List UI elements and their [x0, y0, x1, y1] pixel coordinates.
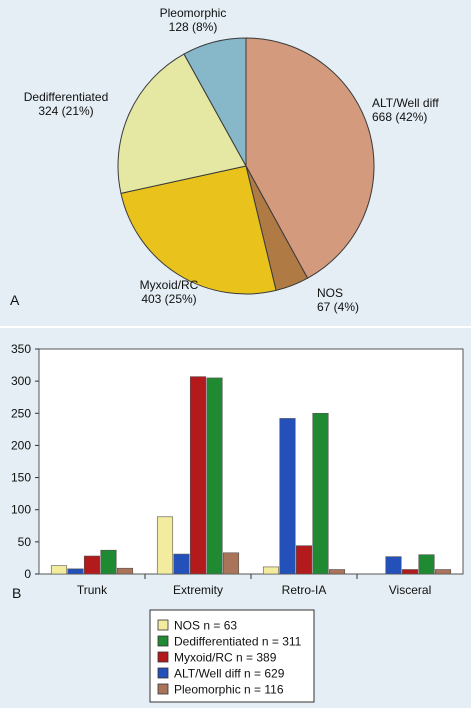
pie-value-myxoid-rc: 403 (25%): [141, 292, 196, 306]
legend-swatch: [157, 619, 169, 631]
legend-swatch: [157, 635, 169, 647]
pie-slice-myxoid-rc: [120, 165, 277, 295]
legend-label: Pleomorphic n = 116: [174, 683, 284, 697]
bar-trunk-nos: [50, 565, 68, 575]
bar-trunk-myxoid-rc: [83, 555, 101, 575]
bar-extremity-alt-well-diff: [173, 553, 190, 575]
legend-label: NOS n = 63: [174, 619, 237, 633]
bar-extremity-dedifferentiated: [206, 377, 223, 575]
legend-swatch: [157, 651, 169, 663]
y-tick-label: 150: [11, 471, 31, 485]
pie-label-alt-well-diff: ALT/Well diff: [372, 96, 439, 110]
legend-box: [149, 609, 315, 703]
y-tick-label: 300: [11, 374, 31, 388]
bar-retro-ia-dedifferentiated: [312, 412, 329, 575]
legend-label: Dedifferentiated n = 311: [174, 635, 302, 649]
pie-slice-pleomorphic: [183, 37, 247, 168]
bar-retro-ia-nos: [262, 566, 280, 575]
bar-extremity-nos: [156, 516, 174, 575]
panel-label-b: B: [12, 585, 21, 601]
legend-swatch: [157, 683, 169, 695]
bar-retro-ia-alt-well-diff: [279, 418, 296, 575]
bar-visceral-pleomorphic: [434, 569, 452, 575]
pie-value-alt-well-diff: 668 (42%): [372, 110, 427, 124]
plot-area: [38, 348, 464, 575]
y-tick-label: 100: [11, 503, 31, 517]
legend-label: Myxoid/RC n = 389: [174, 651, 277, 665]
bar-trunk-pleomorphic: [116, 567, 134, 575]
bar-visceral-alt-well-diff: [385, 556, 402, 575]
pie-value-pleomorphic: 128 (8%): [169, 20, 218, 34]
panel-label-a: A: [10, 292, 20, 308]
y-tick-label: 350: [11, 342, 31, 356]
x-tick-label-extremity: Extremity: [173, 583, 223, 597]
legend-swatch: [157, 667, 169, 679]
bar-visceral-myxoid-rc: [401, 569, 419, 575]
pie-slices: [117, 37, 375, 295]
pie-label-pleomorphic: Pleomorphic: [160, 6, 227, 20]
bar-extremity-pleomorphic: [222, 552, 240, 575]
pie-label-nos: NOS: [317, 286, 343, 300]
x-tick-label-visceral: Visceral: [389, 583, 431, 597]
y-tick-label: 0: [24, 567, 31, 581]
y-axis: 0 50 100 150 200 250 300 350: [11, 342, 39, 581]
bar-trunk-alt-well-diff: [67, 568, 84, 575]
legend: NOS n = 63 Dedifferentiated n = 311 Myxoid…: [149, 609, 315, 703]
pie-value-nos: 67 (4%): [317, 300, 359, 314]
x-tick-label-retro-ia: Retro-IA: [282, 583, 327, 597]
y-tick-label: 250: [11, 406, 31, 420]
bar-retro-ia-myxoid-rc: [295, 545, 313, 575]
x-tick-label-trunk: Trunk: [77, 583, 108, 597]
pie-slice-alt-well-diff: [245, 37, 375, 279]
bar-chart-panel: 0 50 100 150 200 250 300 350 Trunk Extremity Retr…: [11, 342, 464, 703]
y-tick-label: 50: [18, 535, 32, 549]
bar-extremity-myxoid-rc: [189, 376, 207, 575]
bars: [50, 376, 452, 575]
pie-label-myxoid-rc: Myxoid/RC: [140, 278, 199, 292]
x-axis: Trunk Extremity Retro-IA Visceral: [77, 574, 431, 597]
pie-slice-dedifferentiated: [117, 53, 247, 194]
pie-value-dedifferentiated: 324 (21%): [38, 104, 93, 118]
bar-trunk-dedifferentiated: [100, 549, 117, 575]
legend-label: ALT/Well diff n = 629: [174, 667, 285, 681]
y-tick-label: 200: [11, 438, 31, 452]
bar-visceral-dedifferentiated: [418, 554, 435, 575]
bar-retro-ia-pleomorphic: [328, 569, 346, 575]
pie-label-dedifferentiated: Dedifferentiated: [24, 90, 109, 104]
